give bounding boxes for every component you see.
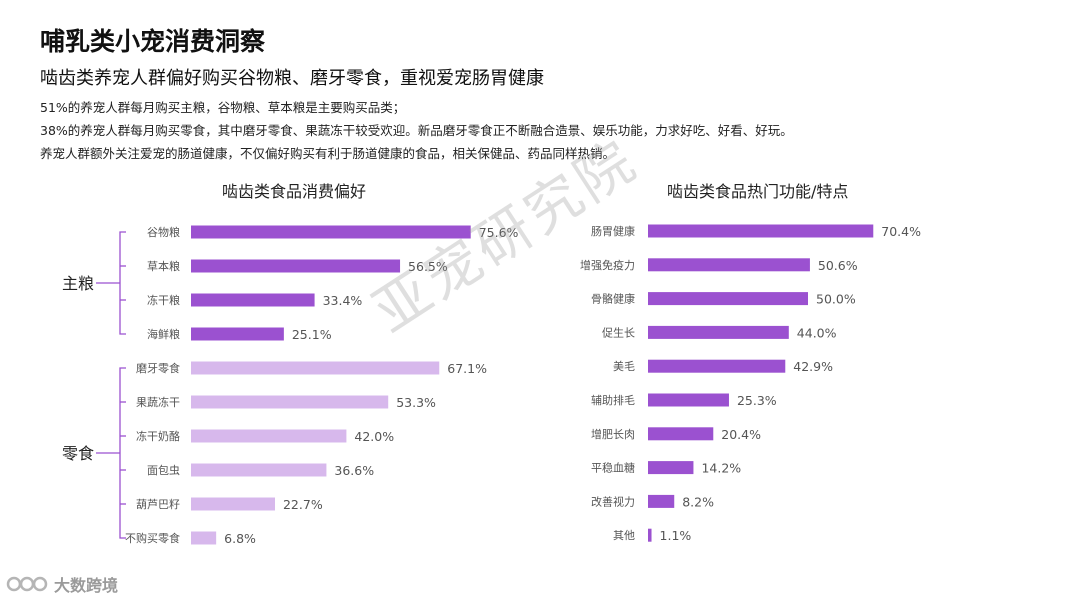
bar — [191, 293, 315, 307]
category-label: 增肥长肉 — [591, 427, 635, 441]
category-label: 谷物粮 — [147, 225, 180, 239]
category-label: 其他 — [613, 529, 635, 542]
description-line: 38%的养宠人群每月购买零食，其中磨牙零食、果蔬冻干较受欢迎。新品磨牙零食正不断… — [40, 123, 793, 138]
bar — [648, 393, 729, 407]
footer-logo: 大数跨境 — [6, 572, 118, 596]
right-bar-chart: 肠胃健康 70.4% 增强免疫力 50.6% 骨骼健康 50.0% 促生长 44.0% 美毛 42… — [580, 224, 921, 543]
group-bracket — [119, 231, 126, 335]
bar — [648, 528, 652, 542]
bar — [648, 325, 789, 339]
value-label: 14.2% — [701, 461, 741, 476]
category-label: 美毛 — [613, 360, 635, 373]
category-label: 促生长 — [602, 325, 635, 339]
value-label: 25.1% — [292, 327, 332, 342]
value-label: 50.0% — [816, 292, 856, 307]
category-label: 冻干奶酪 — [136, 429, 180, 443]
bar — [191, 429, 347, 443]
group-bracket — [119, 367, 126, 539]
category-label: 面包虫 — [147, 464, 180, 477]
bar — [191, 225, 471, 239]
bar — [191, 463, 327, 477]
category-label: 肠胃健康 — [591, 224, 635, 238]
group-label: 主粮 — [62, 274, 94, 293]
category-label: 冻干粮 — [147, 293, 180, 307]
bar — [191, 361, 440, 375]
category-label: 海鲜粮 — [147, 327, 180, 341]
value-label: 70.4% — [881, 224, 921, 239]
bar — [648, 258, 810, 272]
page-title: 哺乳类小宠消费洞察 — [40, 27, 266, 56]
category-label: 草本粮 — [147, 259, 180, 273]
left-chart-title: 啮齿类食品消费偏好 — [222, 182, 367, 201]
bar — [191, 259, 401, 273]
value-label: 33.4% — [323, 293, 363, 308]
value-label: 1.1% — [660, 528, 692, 543]
category-label: 果蔬冻干 — [136, 395, 180, 409]
description-block: 51%的养宠人群每月购买主粮，谷物粮、草本粮是主要购买品类； 38%的养宠人群每… — [40, 96, 793, 165]
bar — [191, 531, 217, 545]
description-line: 养宠人群额外关注爱宠的肠道健康，不仅偏好购买有利于肠道健康的食品，相关保健品、药… — [40, 146, 616, 161]
value-label: 36.6% — [334, 463, 374, 478]
brand-logo-icon — [6, 576, 48, 592]
bar — [191, 395, 389, 409]
bar — [648, 494, 675, 508]
description-line: 51%的养宠人群每月购买主粮，谷物粮、草本粮是主要购买品类； — [40, 100, 406, 115]
right-chart-title: 啮齿类食品热门功能/特点 — [667, 182, 849, 201]
value-label: 25.3% — [737, 393, 777, 408]
footer-brand-text: 大数跨境 — [54, 576, 119, 595]
value-label: 8.2% — [682, 494, 714, 509]
bar — [648, 427, 714, 441]
category-label: 不购买零食 — [125, 531, 180, 545]
bar — [191, 497, 275, 511]
category-label: 平稳血糖 — [591, 461, 635, 475]
value-label: 20.4% — [721, 427, 761, 442]
value-label: 53.3% — [396, 395, 436, 410]
value-label: 42.0% — [354, 429, 394, 444]
bar — [648, 292, 808, 306]
value-label: 22.7% — [283, 497, 323, 512]
group-label: 零食 — [62, 444, 94, 463]
bar — [191, 327, 284, 341]
category-label: 增强免疫力 — [580, 258, 635, 272]
bar — [648, 359, 786, 373]
value-label: 42.9% — [793, 359, 833, 374]
bar — [648, 461, 694, 475]
value-label: 56.5% — [408, 259, 448, 274]
category-label: 骨骼健康 — [591, 292, 635, 306]
value-label: 44.0% — [797, 325, 837, 340]
category-label: 改善视力 — [591, 494, 635, 508]
bar — [648, 224, 874, 238]
value-label: 75.6% — [479, 225, 519, 240]
category-label: 葫芦巴籽 — [136, 498, 180, 511]
value-label: 6.8% — [224, 531, 256, 546]
page-subtitle: 啮齿类养宠人群偏好购买谷物粮、磨牙零食，重视爱宠肠胃健康 — [40, 68, 544, 89]
value-label: 50.6% — [818, 258, 858, 273]
category-label: 辅助排毛 — [591, 393, 635, 407]
category-label: 磨牙零食 — [136, 361, 180, 375]
value-label: 67.1% — [447, 361, 487, 376]
